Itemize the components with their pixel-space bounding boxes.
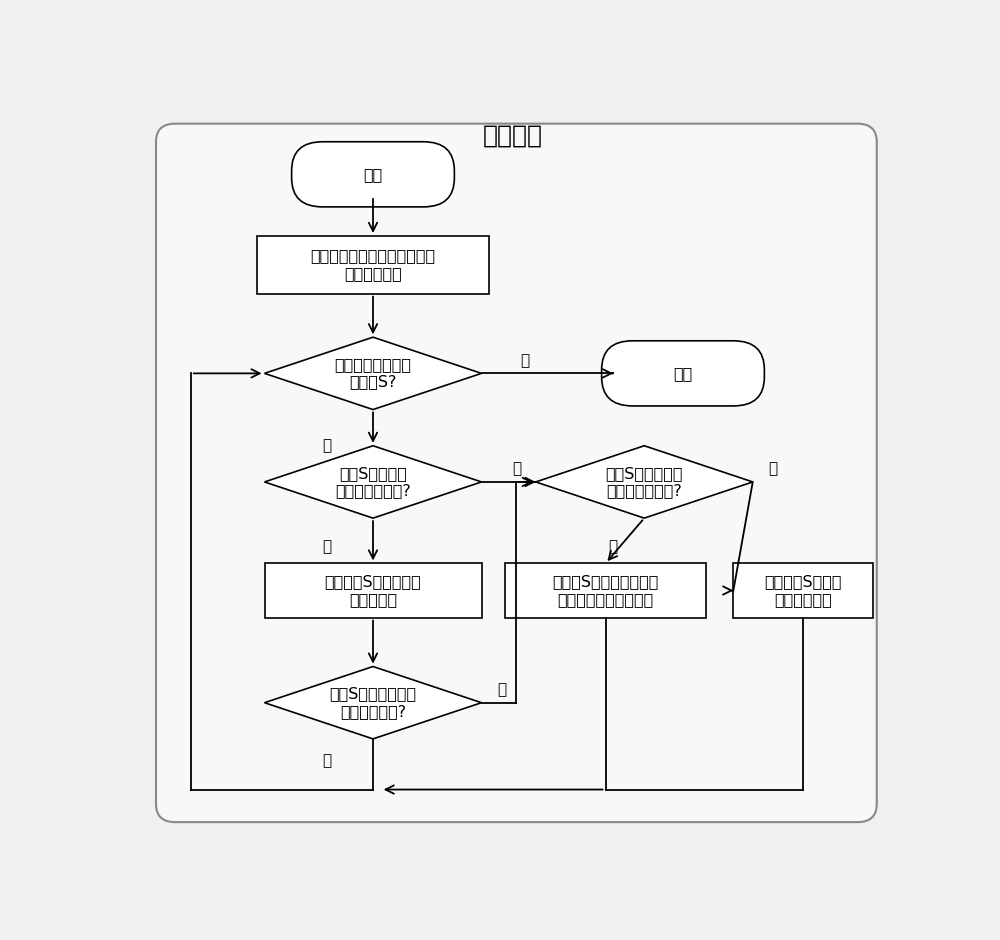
Text: 存在目标温度违反
的流股S?: 存在目标温度违反 的流股S? bbox=[334, 357, 412, 389]
Text: 流股S是否仍旧违反
目标温度约束?: 流股S是否仍旧违反 目标温度约束? bbox=[329, 686, 417, 719]
Text: 开始: 开始 bbox=[363, 166, 383, 181]
Text: 否: 否 bbox=[609, 540, 618, 555]
Text: 是: 是 bbox=[768, 462, 777, 477]
Text: 流股S末端是否
与公用工程换热?: 流股S末端是否 与公用工程换热? bbox=[335, 465, 411, 498]
Polygon shape bbox=[264, 337, 482, 410]
Polygon shape bbox=[536, 446, 753, 518]
Text: 是: 是 bbox=[497, 682, 506, 697]
Text: 流股S上换热器的
总负荷需要增加?: 流股S上换热器的 总负荷需要增加? bbox=[606, 465, 683, 498]
Polygon shape bbox=[264, 666, 482, 739]
Polygon shape bbox=[264, 446, 482, 518]
FancyBboxPatch shape bbox=[156, 124, 877, 822]
Text: 是: 是 bbox=[322, 438, 331, 453]
Text: 降低流股S上某些
换热器的负荷: 降低流股S上某些 换热器的负荷 bbox=[764, 574, 842, 606]
Bar bbox=[733, 563, 873, 618]
Bar bbox=[257, 236, 489, 293]
Text: 调整网络: 调整网络 bbox=[482, 124, 542, 148]
Text: 调整流股S与公用工程
换热的负荷: 调整流股S与公用工程 换热的负荷 bbox=[325, 574, 421, 606]
FancyBboxPatch shape bbox=[602, 341, 764, 406]
Text: 减小所有违反最小传热温差的
换热器的负荷: 减小所有违反最小传热温差的 换热器的负荷 bbox=[310, 248, 436, 281]
Text: 为流股S添加一个与合适
公用工程换热的换热器: 为流股S添加一个与合适 公用工程换热的换热器 bbox=[552, 574, 659, 606]
Text: 否: 否 bbox=[512, 462, 522, 477]
Text: 结束: 结束 bbox=[673, 366, 693, 381]
Text: 是: 是 bbox=[322, 540, 331, 555]
Bar bbox=[264, 563, 482, 618]
Text: 否: 否 bbox=[322, 753, 331, 768]
FancyBboxPatch shape bbox=[292, 142, 454, 207]
Text: 否: 否 bbox=[520, 352, 529, 368]
Bar bbox=[505, 563, 706, 618]
